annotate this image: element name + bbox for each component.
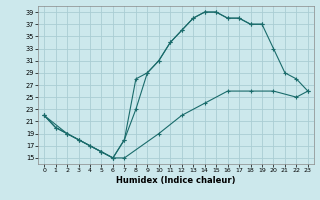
X-axis label: Humidex (Indice chaleur): Humidex (Indice chaleur) <box>116 176 236 185</box>
